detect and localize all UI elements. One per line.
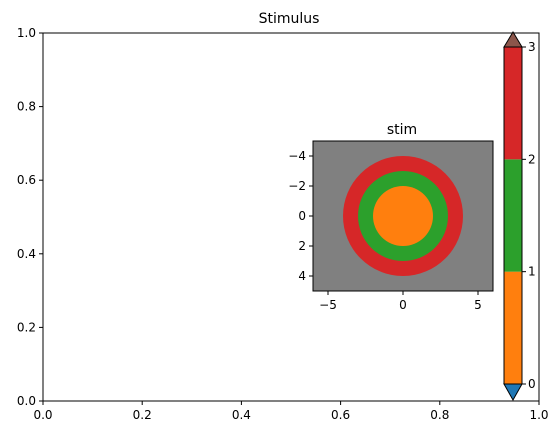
- colorbar-frame: [503, 46, 523, 385]
- stim-image: [313, 141, 493, 291]
- stim-y-tick-label: 0: [298, 209, 306, 223]
- main-axes-title: Stimulus: [259, 11, 320, 27]
- stim-inset-title: stim: [387, 122, 417, 138]
- stim-y-tick-label: −4: [288, 149, 306, 163]
- main-x-ticks: 0.0 0.2 0.4 0.6 0.8 1.0: [33, 401, 549, 422]
- colorbar-tick-label: 1: [528, 265, 536, 279]
- stim-y-tick-label: 2: [298, 239, 306, 253]
- main-y-tick-label: 1.0: [17, 26, 36, 40]
- stim-y-tick-label: 4: [298, 269, 306, 283]
- main-y-tick-label: 0.2: [17, 320, 36, 334]
- colorbar-band: [504, 159, 522, 272]
- stim-x-ticks: −5 0 5: [319, 291, 482, 312]
- main-y-tick-label: 0.0: [17, 394, 36, 408]
- main-y-tick-label: 0.8: [17, 100, 36, 114]
- colorbar-band: [504, 271, 522, 384]
- stim-y-ticks: −4 −2 0 2 4: [288, 149, 313, 283]
- main-x-tick-label: 0.4: [232, 408, 251, 422]
- colorbar-band: [504, 47, 522, 160]
- colorbar-tick-label: 2: [528, 152, 536, 166]
- main-x-tick-label: 0.0: [33, 408, 52, 422]
- stim-x-tick-label: 0: [399, 298, 407, 312]
- main-x-tick-label: 0.8: [430, 408, 449, 422]
- colorbar-bands: [503, 31, 523, 402]
- stim-x-tick-label: 5: [474, 298, 482, 312]
- colorbar-tick-label: 3: [528, 40, 536, 54]
- main-x-tick-label: 0.6: [331, 408, 350, 422]
- stim-inset-axes: stim −5 0 5 −4 −2 0 2 4: [288, 122, 494, 312]
- main-x-tick-label: 0.2: [133, 408, 152, 422]
- main-y-tick-label: 0.6: [17, 173, 36, 187]
- colorbar-tick-label: 0: [528, 377, 536, 391]
- stim-ring: [373, 186, 433, 246]
- stim-y-tick-label: −2: [288, 179, 306, 193]
- main-y-ticks: 0.0 0.2 0.4 0.6 0.8 1.0: [17, 26, 43, 408]
- main-x-tick-label: 1.0: [529, 408, 548, 422]
- stim-x-tick-label: −5: [319, 298, 337, 312]
- main-y-tick-label: 0.4: [17, 247, 36, 261]
- colorbar: 0 1 2 3: [503, 31, 536, 402]
- colorbar-ticks: 0 1 2 3: [522, 40, 536, 391]
